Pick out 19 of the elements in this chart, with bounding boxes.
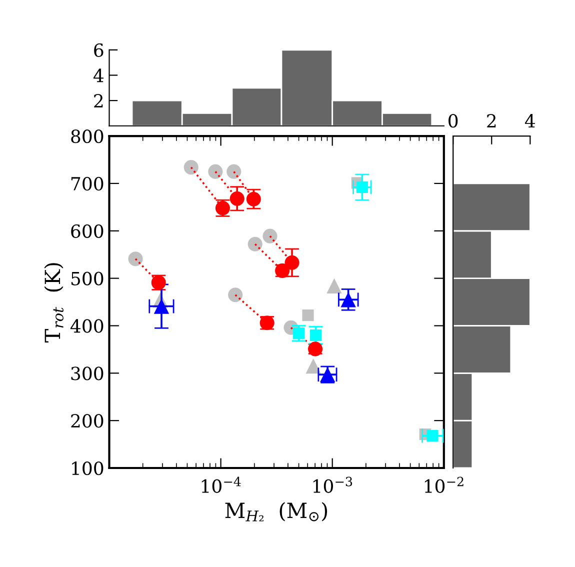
- y-tick-label: 400: [70, 319, 104, 333]
- x-tick-label: 10$^{−4}$: [202, 476, 241, 493]
- y-axis-title: T$_{rot}$ (K): [44, 263, 64, 343]
- y-tick-label: 2: [94, 94, 103, 108]
- y-tick-label: 800: [71, 129, 104, 144]
- y-tick-label: 700: [71, 176, 104, 191]
- x-tick-label: 0: [448, 114, 458, 128]
- x-tick-label: 10$^{−2}$: [424, 476, 464, 493]
- y-tick-label: 6: [94, 43, 104, 58]
- y-tick-label: 4: [93, 68, 104, 82]
- x-tick-label: 10$^{−3}$: [313, 476, 352, 493]
- y-tick-label: 300: [71, 366, 104, 380]
- x-tick-label: 4: [524, 114, 535, 128]
- x-tick-label: 2: [487, 114, 496, 128]
- y-tick-label: 100: [72, 461, 104, 476]
- x-axis-title: M$_{H₂}$ (M$_{⊙}$): [225, 502, 328, 522]
- y-tick-label: 500: [71, 272, 104, 286]
- y-tick-label: 200: [71, 414, 104, 428]
- y-tick-label: 600: [71, 224, 104, 238]
